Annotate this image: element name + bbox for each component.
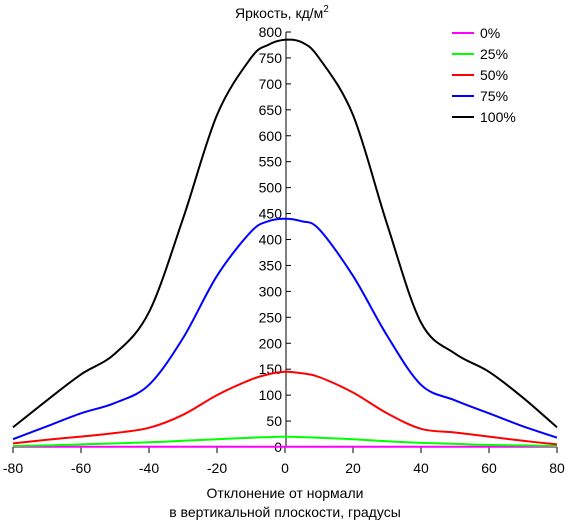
y-tick-label: 550 (259, 154, 283, 170)
x-tick-label: 60 (481, 460, 497, 476)
series-line-25pct (12, 435, 558, 447)
y-tick-label: 400 (259, 232, 283, 248)
y-tick-label: 450 (259, 206, 283, 222)
legend: 0% 25% 50% 75% 100% (452, 25, 516, 125)
legend-label: 0% (480, 25, 500, 41)
legend-label: 100% (480, 109, 516, 125)
x-tick-label: -80 (3, 460, 23, 476)
y-tick-label: 300 (259, 283, 283, 299)
y-tick-label: 350 (259, 257, 283, 273)
legend-label: 75% (480, 88, 508, 104)
y-tick-label: 50 (266, 413, 282, 429)
y-tick-label: 500 (259, 180, 283, 196)
y-tick-label: 750 (259, 50, 283, 66)
y-tick-label: 650 (259, 102, 283, 118)
y-tick-label: 250 (259, 309, 283, 325)
y-tick-label: 700 (259, 76, 283, 92)
y-axis-title-superscript: 2 (323, 4, 329, 15)
x-tick-label: 0 (281, 460, 289, 476)
series-lines (12, 38, 558, 448)
y-tick-label: 100 (259, 387, 283, 403)
x-axis-title-line-2: в вертикальной плоскости, градусы (169, 504, 401, 520)
x-ticks: -80 -60 -40 -20 0 20 40 60 80 (3, 447, 565, 476)
x-tick-label: -60 (71, 460, 91, 476)
x-axis-title-line-1: Отклонение от нормали (207, 485, 364, 501)
legend-label: 50% (480, 67, 508, 83)
x-tick-label: -20 (207, 460, 227, 476)
series-line-100pct (12, 38, 558, 429)
y-tick-label: 200 (259, 335, 283, 351)
y-axis-title: Яркость, кд/м2 (235, 4, 329, 21)
series-line-50pct (12, 370, 558, 446)
x-tick-label: 20 (345, 460, 361, 476)
x-tick-label: -40 (139, 460, 159, 476)
axes (13, 32, 557, 448)
legend-label: 25% (480, 46, 508, 62)
y-tick-label: 800 (259, 24, 283, 40)
series-line-75pct (12, 217, 558, 441)
y-tick-label: 600 (259, 128, 283, 144)
x-tick-label: 80 (549, 460, 565, 476)
x-tick-label: 40 (413, 460, 429, 476)
